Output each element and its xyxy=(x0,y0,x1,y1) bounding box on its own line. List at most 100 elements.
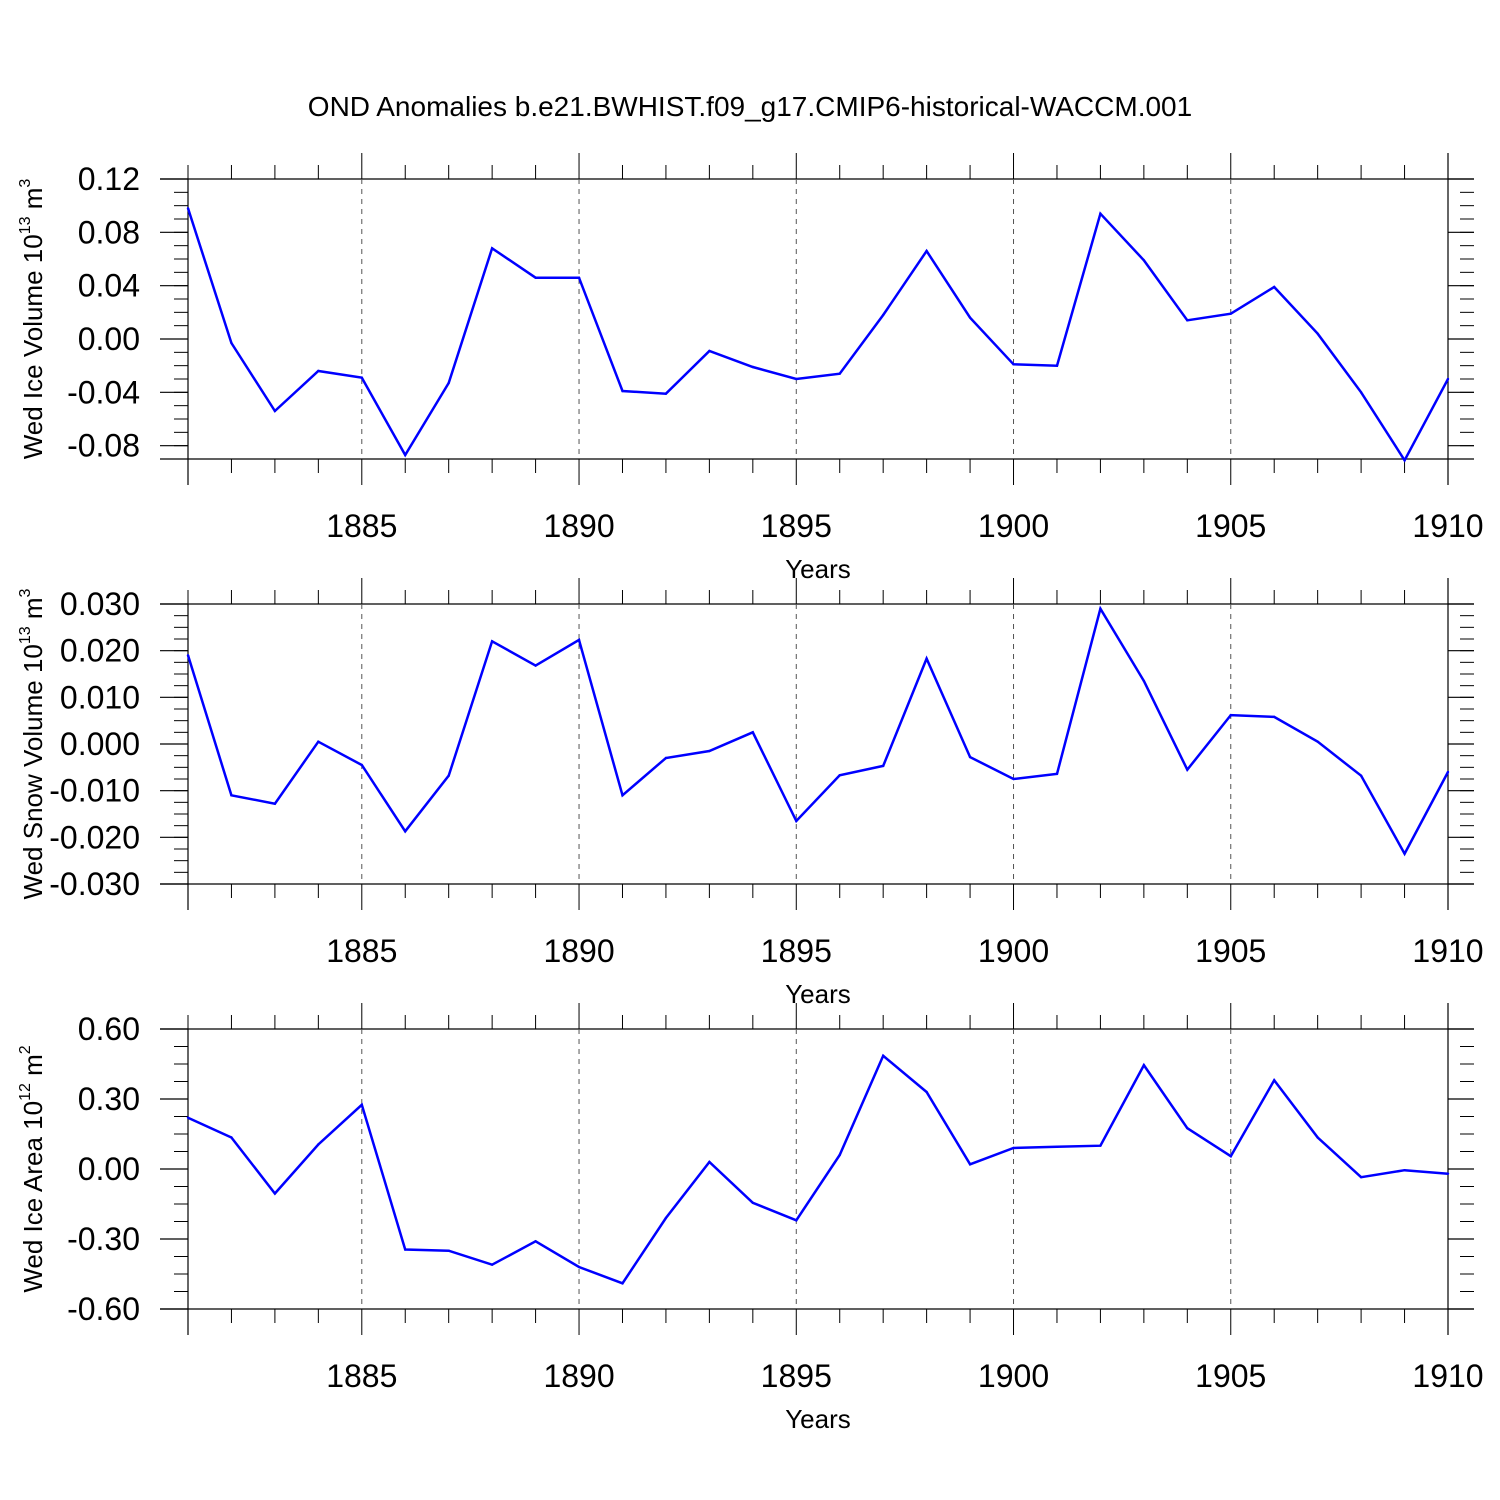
data-point xyxy=(186,1116,190,1119)
data-point xyxy=(230,794,233,797)
data-point xyxy=(230,341,233,345)
data-point xyxy=(1142,259,1146,262)
data-point xyxy=(1316,332,1319,335)
data-point xyxy=(1359,1175,1363,1179)
data-point xyxy=(1446,1172,1450,1175)
data-point xyxy=(1186,768,1189,771)
series-line-snow-volume xyxy=(186,605,1450,857)
data-point xyxy=(664,756,668,760)
data-point xyxy=(404,830,407,833)
data-point xyxy=(664,1216,668,1220)
data-point xyxy=(1055,772,1059,776)
x-tick-label: 1910 xyxy=(1412,933,1483,969)
data-point xyxy=(1099,607,1102,610)
data-point xyxy=(1142,679,1146,683)
y-axis-title: Wed Ice Area 1012 m2 xyxy=(17,1045,48,1292)
data-point xyxy=(621,389,624,393)
data-point xyxy=(1273,715,1276,719)
data-point xyxy=(751,731,755,734)
data-point xyxy=(273,1192,277,1195)
y-tick-label: 0.04 xyxy=(78,268,140,304)
data-point xyxy=(360,376,363,379)
data-point xyxy=(447,381,450,385)
data-point xyxy=(230,1136,233,1139)
data-point xyxy=(838,774,841,777)
y-axis-title: Wed Snow Volume 1013 m3 xyxy=(17,588,48,899)
data-point xyxy=(317,740,320,743)
data-point xyxy=(1186,1126,1189,1130)
chart-title: OND Anomalies b.e21.BWHIST.f09_g17.CMIP6… xyxy=(308,91,1192,122)
x-tick-label: 1895 xyxy=(761,933,832,969)
y-tick-label: -0.60 xyxy=(67,1291,140,1327)
data-point xyxy=(490,1263,494,1266)
x-tick-label: 1910 xyxy=(1412,1358,1483,1394)
data-point xyxy=(577,638,581,642)
data-point xyxy=(881,313,885,317)
y-tick-label: 0.12 xyxy=(78,161,140,197)
y-tick-label: -0.010 xyxy=(49,773,140,809)
x-tick-label: 1885 xyxy=(326,508,397,544)
data-point xyxy=(751,1201,755,1205)
x-axis-title: Years xyxy=(785,554,851,584)
data-point xyxy=(968,1163,972,1166)
data-point xyxy=(1359,774,1363,777)
data-point xyxy=(1012,777,1015,781)
data-point xyxy=(795,1219,798,1222)
data-point xyxy=(534,1240,537,1243)
data-point xyxy=(447,1249,450,1252)
data-point xyxy=(1273,1079,1276,1082)
x-tick-label: 1900 xyxy=(978,1358,1049,1394)
y-tick-label: 0.08 xyxy=(78,214,140,250)
data-point xyxy=(1012,1146,1015,1150)
panel-ice-area: 1885 1890 1895 1900 1905 1910 Years 0.60 0.30 0.0… xyxy=(17,1003,1484,1434)
series-line-ice-area xyxy=(187,1053,1449,1285)
data-point xyxy=(317,1143,320,1146)
panel-ice-volume: 1885 1890 1895 1900 1905 1910 Years 0.12 0.08 0.0… xyxy=(17,153,1484,584)
data-point xyxy=(1403,1168,1406,1172)
x-tick-label: 1890 xyxy=(543,1358,614,1394)
data-point xyxy=(925,1090,928,1094)
data-point xyxy=(577,276,581,279)
data-point xyxy=(1055,364,1059,367)
data-point xyxy=(1229,312,1232,315)
data-point xyxy=(708,349,711,353)
data-point xyxy=(621,1282,624,1285)
data-point xyxy=(1403,852,1406,855)
y-tick-label: 0.010 xyxy=(60,679,140,715)
data-point xyxy=(447,774,450,777)
data-point xyxy=(1186,319,1189,322)
data-point xyxy=(317,369,320,373)
data-point xyxy=(664,392,668,395)
y-tick-label: 0.60 xyxy=(78,1011,140,1047)
data-point xyxy=(925,249,928,253)
x-tick-label: 1895 xyxy=(761,1358,832,1394)
data-point xyxy=(1229,1154,1232,1158)
data-point xyxy=(838,372,841,375)
x-axis-title: Years xyxy=(785,1404,851,1434)
y-tick-label: -0.020 xyxy=(49,819,140,855)
data-point xyxy=(1446,377,1450,381)
data-point xyxy=(795,819,798,823)
y-tick-label: -0.08 xyxy=(67,428,140,464)
data-point xyxy=(1273,285,1276,289)
y-tick-label: -0.04 xyxy=(67,374,140,410)
x-tick-label: 1910 xyxy=(1412,508,1483,544)
x-tick-label: 1905 xyxy=(1195,508,1266,544)
x-tick-label: 1905 xyxy=(1195,1358,1266,1394)
y-tick-label: 0.020 xyxy=(60,633,140,669)
data-point xyxy=(795,377,798,381)
data-point xyxy=(186,207,190,210)
data-point xyxy=(708,749,711,753)
data-point xyxy=(1055,1145,1059,1149)
panels: 1885 1890 1895 1900 1905 1910 Years 0.12 0.08 0.0… xyxy=(17,153,1484,1434)
data-point xyxy=(838,1153,841,1157)
y-tick-label: -0.30 xyxy=(67,1221,140,1257)
data-point xyxy=(881,764,885,768)
data-point xyxy=(404,1248,407,1251)
data-point xyxy=(273,409,277,413)
data-point xyxy=(968,316,972,319)
data-point xyxy=(360,1103,363,1107)
data-point xyxy=(577,1265,581,1269)
data-point xyxy=(751,365,755,369)
